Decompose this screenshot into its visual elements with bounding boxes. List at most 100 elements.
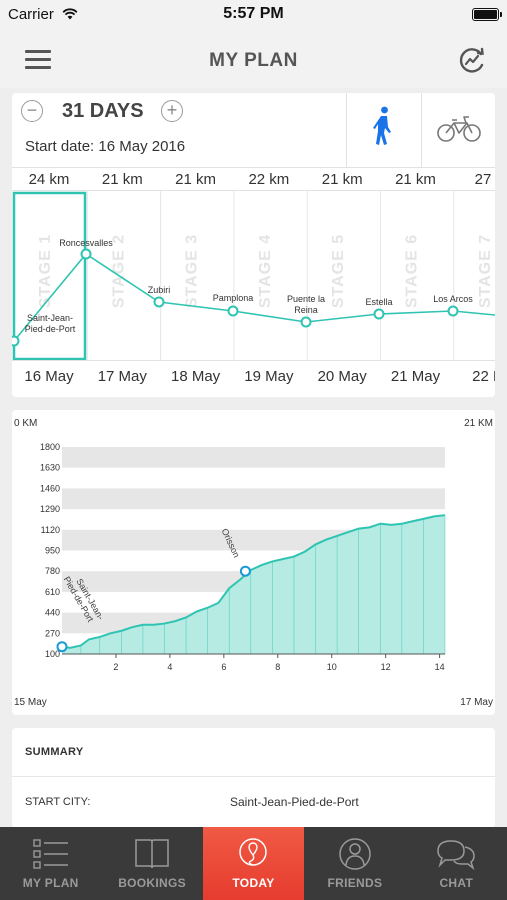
y-tick-label: 1630 xyxy=(40,463,60,473)
summary-title: SUMMARY xyxy=(25,746,84,758)
start-city-value: Saint-Jean-Pied-de-Port xyxy=(230,795,359,809)
clock: 5:57 PM xyxy=(223,5,284,22)
stage-date: 22 M xyxy=(472,368,495,385)
stage-distances: 24 km 21 km 21 km 22 km 21 km 21 km 27 k xyxy=(12,167,495,191)
x-tick-label: 8 xyxy=(275,662,280,672)
y-tick-label: 1800 xyxy=(40,442,60,452)
stage-map[interactable]: STAGE 1 STAGE 2 STAGE 3 STAGE 4 STAGE 5 STAGE… xyxy=(12,191,495,361)
x-tick-label: 6 xyxy=(221,662,226,672)
y-tick-label: 440 xyxy=(45,608,60,618)
refresh-plan-icon[interactable] xyxy=(457,45,487,75)
elevation-card: 0 KM 21 KM 1800 1630 1460 1290 1120 950 780 610… xyxy=(12,410,495,715)
tab-label: MY PLAN xyxy=(22,876,79,890)
y-tick-label: 270 xyxy=(45,628,60,638)
tab-today[interactable]: TODAY xyxy=(202,827,305,900)
carrier-label: Carrier xyxy=(8,6,54,23)
cycling-mode-button[interactable] xyxy=(422,93,495,167)
wifi-icon xyxy=(62,7,78,25)
stage-date: 20 May xyxy=(317,368,367,385)
town-marker[interactable] xyxy=(12,335,20,347)
app-header: MY PLAN xyxy=(0,30,507,88)
decrease-days-button[interactable]: − xyxy=(21,100,43,122)
battery-icon xyxy=(472,8,502,21)
x-tick-label: 14 xyxy=(435,662,445,672)
town-label: Zubiri xyxy=(148,285,171,295)
stage-distance: 21 km xyxy=(395,171,436,188)
x-tick-label: 10 xyxy=(327,662,337,672)
x-tick-label: 4 xyxy=(167,662,172,672)
summary-card: SUMMARY START CITY: Saint-Jean-Pied-de-P… xyxy=(12,728,495,828)
stage-distance: 21 km xyxy=(321,171,363,188)
waypoint-marker[interactable] xyxy=(239,565,251,577)
stage-date: 19 May xyxy=(244,368,294,385)
x-tick-label: 12 xyxy=(381,662,391,672)
town-marker[interactable] xyxy=(300,316,312,328)
town-marker[interactable] xyxy=(80,248,92,260)
y-tick-label: 1120 xyxy=(41,525,60,535)
stage-label: STAGE 3 xyxy=(184,234,201,308)
town-label: Pamplona xyxy=(213,293,254,303)
grid-band xyxy=(62,488,445,510)
menu-icon[interactable] xyxy=(25,50,51,70)
stage-date: 17 May xyxy=(97,368,147,385)
tab-label: TODAY xyxy=(232,876,275,890)
tab-label: CHAT xyxy=(439,876,474,890)
person-icon xyxy=(339,838,371,870)
elevation-line xyxy=(61,514,446,649)
town-label: Estella xyxy=(365,297,392,307)
start-distance: 0 KM xyxy=(14,418,38,429)
start-date[interactable]: Start date: 16 May 2016 xyxy=(25,138,186,155)
tab-bar: MY PLAN BOOKINGS TODAY FRIENDS CHAT xyxy=(0,827,507,900)
town-label: Roncesvalles xyxy=(59,238,113,248)
bicycle-icon xyxy=(437,116,481,142)
stage-date: 21 May xyxy=(390,368,441,385)
tab-my-plan[interactable]: MY PLAN xyxy=(0,827,101,900)
town-label: Puente la Reina xyxy=(287,294,325,315)
start-city-label: START CITY: xyxy=(25,796,91,808)
town-marker[interactable] xyxy=(227,305,239,317)
town-marker[interactable] xyxy=(447,305,459,317)
tab-label: BOOKINGS xyxy=(118,876,186,890)
route-icon xyxy=(239,838,268,866)
status-bar: Carrier 5:57 PM xyxy=(0,0,507,30)
stage-distance: 24 km xyxy=(28,171,70,188)
elevation-area xyxy=(62,515,445,654)
list-icon xyxy=(32,839,68,869)
stage-label: STAGE 5 xyxy=(330,234,347,308)
x-tick-label: 2 xyxy=(113,662,118,672)
end-distance: 21 KM xyxy=(464,418,493,429)
grid-band xyxy=(62,447,445,468)
duration-panel: − 31 DAYS + Start date: 16 May 2016 xyxy=(12,93,347,167)
y-tick-label: 1460 xyxy=(40,483,60,493)
page-title: MY PLAN xyxy=(209,50,298,71)
plan-card: − 31 DAYS + Start date: 16 May 2016 24 k… xyxy=(12,93,495,397)
stage-label: STAGE 7 xyxy=(477,234,494,308)
route-line xyxy=(13,252,495,342)
stage-label: STAGE 4 xyxy=(257,234,274,308)
divider xyxy=(12,776,495,777)
tab-friends[interactable]: FRIENDS xyxy=(304,827,405,900)
tab-chat[interactable]: CHAT xyxy=(406,827,507,900)
days-count: 31 DAYS xyxy=(62,100,144,122)
tab-bookings[interactable]: BOOKINGS xyxy=(101,827,202,900)
stage-label: STAGE 6 xyxy=(404,234,421,308)
town-marker[interactable] xyxy=(153,296,165,308)
town-label: Saint-Jean-Pied-de-Port xyxy=(25,313,76,334)
increase-days-button[interactable]: + xyxy=(161,100,183,122)
town-marker[interactable] xyxy=(373,308,385,320)
stage-distance: 21 km xyxy=(175,171,217,188)
stage-dates: 16 May 17 May 18 May 19 May 20 May 21 May 22 M xyxy=(12,360,495,397)
stage-distance: 22 km xyxy=(248,171,290,188)
walking-mode-button[interactable] xyxy=(347,93,422,167)
y-tick-label: 950 xyxy=(45,546,60,556)
stage-distance: 27 k xyxy=(474,171,495,188)
elevation-start-date: 15 May xyxy=(14,697,47,708)
stage-date: 18 May xyxy=(170,368,221,385)
waypoint-marker[interactable] xyxy=(56,641,68,653)
y-tick-label: 1290 xyxy=(40,504,60,514)
book-icon xyxy=(135,839,169,869)
selected-stage-box[interactable] xyxy=(12,191,87,361)
tab-label: FRIENDS xyxy=(327,876,383,890)
y-tick-label: 780 xyxy=(45,566,60,576)
